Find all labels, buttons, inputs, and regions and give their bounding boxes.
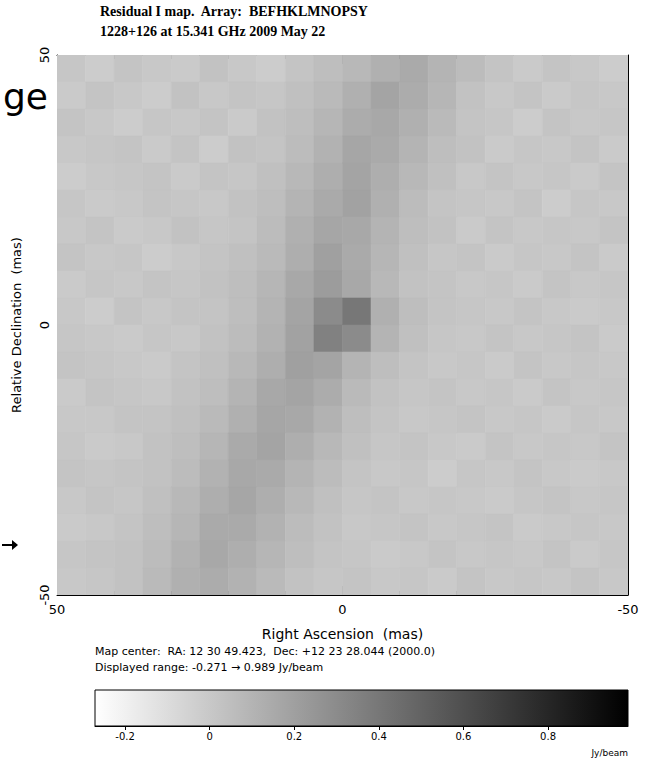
svg-text:0.2: 0.2	[286, 731, 302, 742]
svg-text:Right Ascension (mas): Right Ascension (mas)	[262, 626, 423, 642]
svg-text:ge: ge	[3, 76, 48, 117]
svg-text:0.8: 0.8	[540, 731, 556, 742]
svg-text:0.6: 0.6	[455, 731, 471, 742]
svg-text:50: 50	[49, 602, 66, 617]
svg-text:0.4: 0.4	[371, 731, 387, 742]
svg-text:0: 0	[37, 321, 52, 329]
svg-text:Relative Declination (mas): Relative Declination (mas)	[9, 237, 24, 413]
svg-text:-50: -50	[37, 584, 52, 606]
svg-text:Residual I map. Array: BEFHK: Residual I map. Array: BEFHKLMNOPSY	[100, 4, 368, 19]
svg-text:Map center: RA: 12 30 49.423,: Map center: RA: 12 30 49.423, Dec: +12 2…	[95, 645, 435, 658]
svg-text:50: 50	[37, 47, 52, 64]
svg-text:-0.2: -0.2	[115, 731, 135, 742]
svg-text:0: 0	[206, 731, 212, 742]
svg-text:Jy/beam: Jy/beam	[590, 748, 628, 758]
svg-text:0: 0	[338, 602, 346, 617]
svg-text:Displayed range: -0.271 → 0.98: Displayed range: -0.271 → 0.989 Jy/beam	[95, 661, 323, 674]
svg-text:1228+126 at 15.341 GHz 2009 Ma: 1228+126 at 15.341 GHz 2009 May 22	[100, 24, 325, 39]
svg-text:-50: -50	[617, 602, 638, 617]
